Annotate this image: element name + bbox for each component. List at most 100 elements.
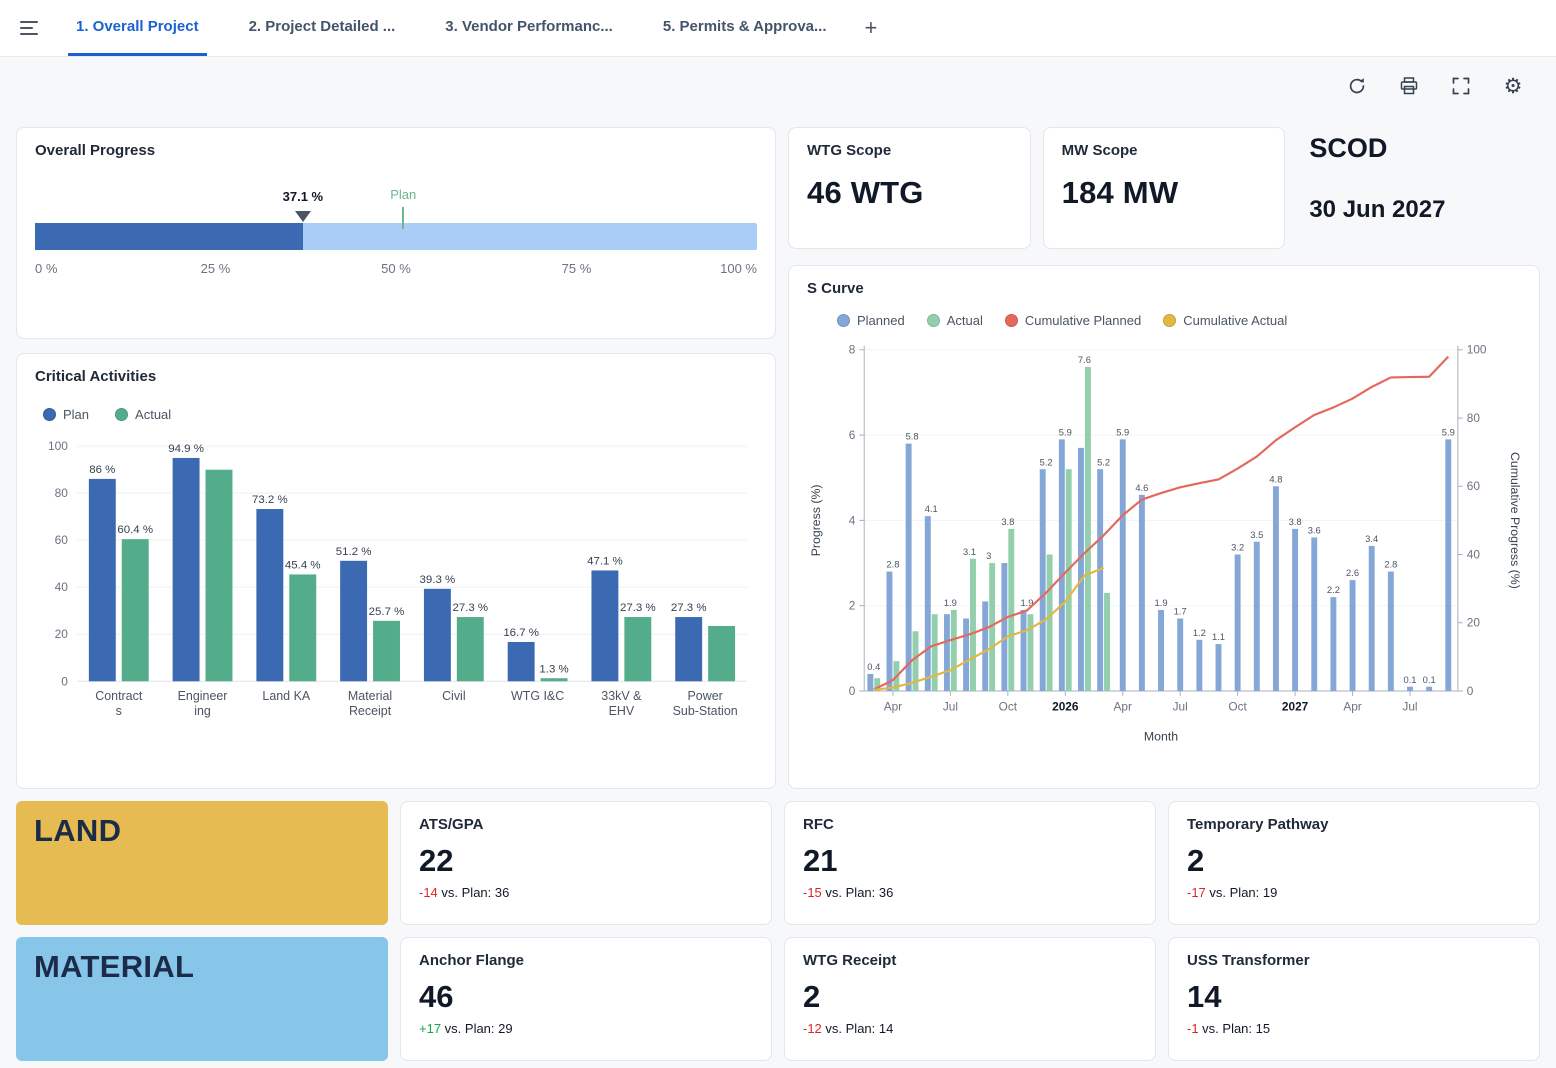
print-icon[interactable] xyxy=(1398,75,1420,97)
tab-overall-project[interactable]: 1. Overall Project xyxy=(68,0,207,56)
kpi-delta-line: -17 vs. Plan: 19 xyxy=(1187,885,1278,900)
category-label: Receipt xyxy=(349,704,392,718)
actual-bar xyxy=(970,558,976,691)
actual-bar xyxy=(1046,554,1053,691)
category-label: ing xyxy=(194,704,211,718)
kpi-value: 2 xyxy=(803,979,821,1014)
plan-bar xyxy=(423,588,451,682)
actual-bar xyxy=(931,614,938,691)
planned-bar xyxy=(1138,494,1145,691)
legend-item-actual[interactable]: Actual xyxy=(926,313,983,328)
actual-bar-label: 45.4 % xyxy=(285,559,321,571)
bar-label: 1.1 xyxy=(1212,632,1225,642)
bar-label: 4.1 xyxy=(925,504,938,514)
bar-label: 0.1 xyxy=(1423,675,1436,685)
overall-progress-card: Overall Progress 37.1 % Plan xyxy=(16,127,776,339)
settings-icon[interactable]: ⚙ xyxy=(1503,74,1523,98)
kpi-delta-line: -1 vs. Plan: 15 xyxy=(1187,1021,1271,1036)
planned-bar xyxy=(1349,580,1356,691)
svg-text:0: 0 xyxy=(849,684,856,698)
x-tick-label: Apr xyxy=(1114,700,1132,714)
svg-text:2: 2 xyxy=(849,599,856,613)
planned-bar xyxy=(1387,571,1394,691)
plan-bar-label: 94.9 % xyxy=(168,443,204,455)
kpi-card-ats-gpa: ATS/GPA 22 -14 vs. Plan: 36 xyxy=(400,801,772,925)
menu-icon[interactable] xyxy=(14,11,48,45)
fullscreen-icon[interactable] xyxy=(1450,75,1472,97)
category-label: s xyxy=(116,704,122,718)
actual-bar xyxy=(121,539,149,682)
legend-item-cumulative-planned[interactable]: Cumulative Planned xyxy=(1004,313,1141,328)
kpi-delta: -17 xyxy=(1187,885,1206,900)
planned-bar xyxy=(1119,439,1126,691)
tab-project-detailed[interactable]: 2. Project Detailed ... xyxy=(248,18,396,35)
land-banner: LAND xyxy=(16,801,388,925)
planned-bar xyxy=(1234,554,1241,691)
critical-legend: Plan Actual xyxy=(43,407,757,422)
left-axis-title: Progress (%) xyxy=(809,484,823,556)
right-axis-title: Cumulative Progress (%) xyxy=(1508,452,1521,589)
bar-label: 1.9 xyxy=(944,598,957,608)
mw-scope-card: MW Scope 184 MW xyxy=(1042,127,1286,249)
actual-bar-label: 1.3 % xyxy=(539,663,568,675)
planned-bar xyxy=(867,673,874,691)
x-tick-label: Jul xyxy=(943,700,958,714)
axis-label-0: 0 % xyxy=(35,261,58,276)
svg-text:6: 6 xyxy=(849,428,856,442)
svg-text:0: 0 xyxy=(1467,684,1474,698)
actual-bar xyxy=(624,617,652,682)
bar-label: 5.2 xyxy=(1097,457,1110,467)
scod-title: SCOD xyxy=(1309,133,1388,163)
kpi-delta-line: -12 vs. Plan: 14 xyxy=(803,1021,894,1036)
scod-block: SCOD 30 Jun 2027 xyxy=(1297,127,1540,249)
x-tick-label: Apr xyxy=(884,700,902,714)
bar-label: 5.9 xyxy=(1116,427,1129,437)
plan-bar-label: 27.3 % xyxy=(671,602,707,614)
category-label: Engineer xyxy=(178,689,228,703)
plan-bar-label: 51.2 % xyxy=(336,546,372,558)
axis-label-50: 50 % xyxy=(381,261,411,276)
kpi-card-wtg-receipt: WTG Receipt 2 -12 vs. Plan: 14 xyxy=(784,937,1156,1061)
plan-marker-pin xyxy=(402,207,405,229)
add-tab-button[interactable]: + xyxy=(864,15,878,40)
actual-bar-label: 27.3 % xyxy=(452,602,488,614)
planned-bar xyxy=(1426,686,1433,691)
x-tick-label: 2026 xyxy=(1052,700,1079,714)
category-label: Civil xyxy=(442,689,466,703)
actual-bar xyxy=(456,617,484,682)
tab-vendor-performance[interactable]: 3. Vendor Performanc... xyxy=(445,18,613,35)
legend-item-planned[interactable]: Planned xyxy=(837,313,905,328)
planned-bar xyxy=(1407,686,1413,691)
actual-bar xyxy=(540,678,568,682)
bar-label: 3.2 xyxy=(1231,543,1244,553)
actual-bar xyxy=(989,563,996,691)
refresh-icon[interactable] xyxy=(1346,75,1368,97)
plan-bar-label: 39.3 % xyxy=(420,574,456,586)
kpi-delta: -14 xyxy=(419,885,438,900)
bar-label: 3.4 xyxy=(1365,534,1378,544)
planned-bar xyxy=(982,601,989,691)
actual-bar xyxy=(1065,469,1072,691)
planned-bar xyxy=(924,516,931,691)
kpi-card-temporary-pathway: Temporary Pathway 2 -17 vs. Plan: 19 xyxy=(1168,801,1540,925)
svg-text:20: 20 xyxy=(55,627,69,641)
cumulative-actual-line xyxy=(873,566,1105,692)
bar-label: 3.8 xyxy=(1289,517,1302,527)
actual-progress-label: 37.1 % xyxy=(282,189,324,204)
svg-text:20: 20 xyxy=(1467,616,1481,630)
svg-text:8: 8 xyxy=(849,343,856,357)
s-curve-card: S Curve Planned Actual Cumulative Planne… xyxy=(788,265,1540,789)
legend-item-actual[interactable]: Actual xyxy=(115,407,171,422)
kpi-card-uss-transformer: USS Transformer 14 -1 vs. Plan: 15 xyxy=(1168,937,1540,1061)
x-tick-label: 2027 xyxy=(1282,700,1309,714)
category-label: Sub-Station xyxy=(673,704,738,718)
x-axis-title: Month xyxy=(1144,729,1178,743)
tab-permits-approvals[interactable]: 5. Permits & Approva... xyxy=(662,18,827,35)
legend-item-plan[interactable]: Plan xyxy=(43,407,89,422)
bar-label: 0.1 xyxy=(1403,675,1416,685)
svg-text:100: 100 xyxy=(48,439,68,453)
actual-bar xyxy=(289,574,317,682)
legend-item-cumulative-actual[interactable]: Cumulative Actual xyxy=(1163,313,1287,328)
